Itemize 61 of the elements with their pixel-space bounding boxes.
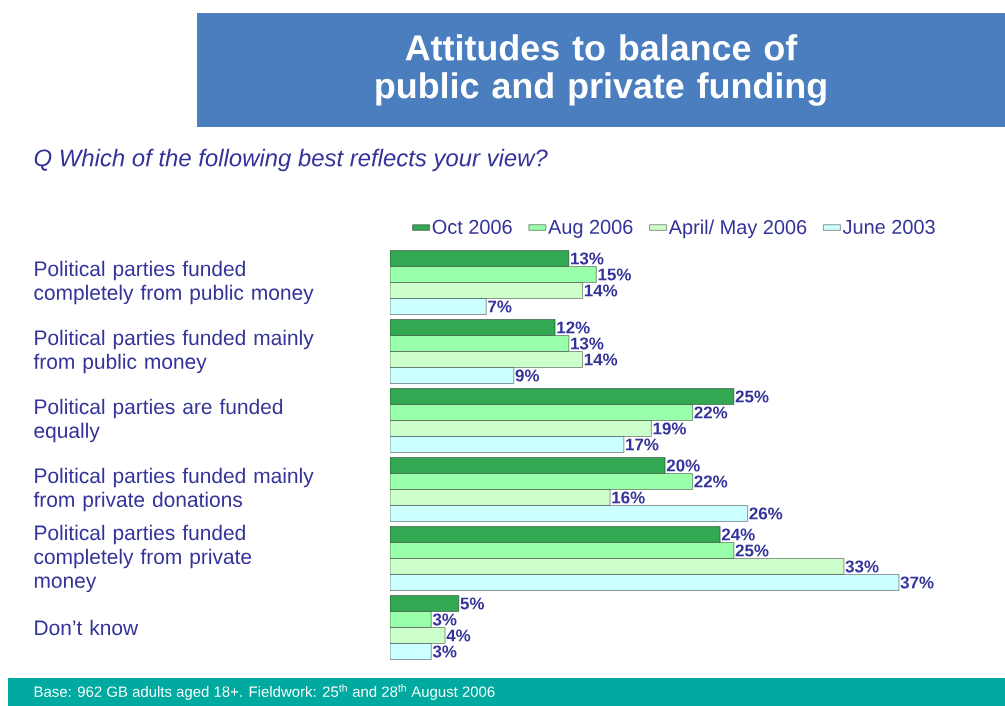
- legend-label: Aug 2006: [548, 219, 633, 238]
- bar: [390, 595, 459, 612]
- bar: [390, 298, 487, 315]
- bar: [390, 404, 693, 421]
- bar: [390, 282, 583, 299]
- data-label: 25%: [735, 544, 769, 557]
- y-tick-label: Political parties funded completely from private money: [34, 524, 252, 593]
- bar: [390, 505, 748, 522]
- bar: [390, 643, 432, 660]
- bar: [390, 436, 625, 453]
- bar: [390, 351, 583, 368]
- bar: [390, 473, 693, 490]
- chart-subtitle: Q Which of the following best reflects your view?: [34, 148, 548, 172]
- y-tick-label: Political parties funded mainly from private donations: [33, 467, 314, 512]
- legend-label: June 2003: [842, 219, 935, 234]
- legend-label: Oct 2006: [432, 219, 512, 234]
- data-label: 37%: [900, 576, 934, 589]
- data-label: 3%: [432, 613, 457, 626]
- data-label: 5%: [460, 597, 485, 610]
- data-label: 26%: [749, 507, 783, 520]
- data-label: 15%: [598, 268, 631, 281]
- bar: [390, 367, 514, 384]
- data-label: 4%: [446, 629, 471, 642]
- data-label: 9%: [515, 369, 540, 382]
- bar: [390, 627, 446, 644]
- data-label: 14%: [584, 353, 618, 366]
- data-label: 3%: [432, 645, 457, 658]
- text: Base: 962 GB adults aged 18+. Fieldwork: 25$^{th}$ and 28$^{th}$ August 2006: [34, 684, 495, 700]
- data-label: 16%: [612, 491, 645, 504]
- data-label: 13%: [571, 337, 604, 350]
- chart-title: Attitudes to balance of public and private funding: [376, 34, 826, 106]
- bar: [390, 542, 735, 559]
- bar: [390, 266, 597, 283]
- bar: [390, 420, 652, 437]
- bar: [390, 457, 666, 474]
- bar: [390, 489, 611, 506]
- data-label: 17%: [626, 438, 659, 451]
- data-label: 22%: [694, 406, 728, 419]
- data-label: 33%: [845, 560, 879, 573]
- data-label: 13%: [571, 252, 604, 265]
- bar: [390, 574, 900, 591]
- data-label: 22%: [694, 475, 728, 488]
- bar: [390, 526, 721, 543]
- bar: [390, 558, 845, 575]
- y-tick-label: Political parties funded completely from public money: [34, 260, 314, 305]
- bar: [390, 319, 556, 336]
- bar: [390, 335, 570, 352]
- y-tick-label: Don’t know: [35, 619, 139, 636]
- data-label: 25%: [735, 390, 769, 403]
- y-tick-label: Political parties are funded equally: [34, 398, 283, 443]
- data-label: 7%: [488, 300, 512, 313]
- legend-label: April/ May 2006: [668, 219, 807, 239]
- bar: [390, 250, 570, 267]
- data-label: 24%: [721, 528, 755, 541]
- data-label: 19%: [653, 422, 686, 435]
- bar: [390, 388, 735, 405]
- bar: [390, 611, 432, 628]
- data-label: 20%: [666, 459, 700, 472]
- data-label: 12%: [557, 321, 590, 334]
- y-tick-label: Political parties funded mainly from public money: [33, 329, 314, 374]
- data-label: 14%: [584, 284, 618, 297]
